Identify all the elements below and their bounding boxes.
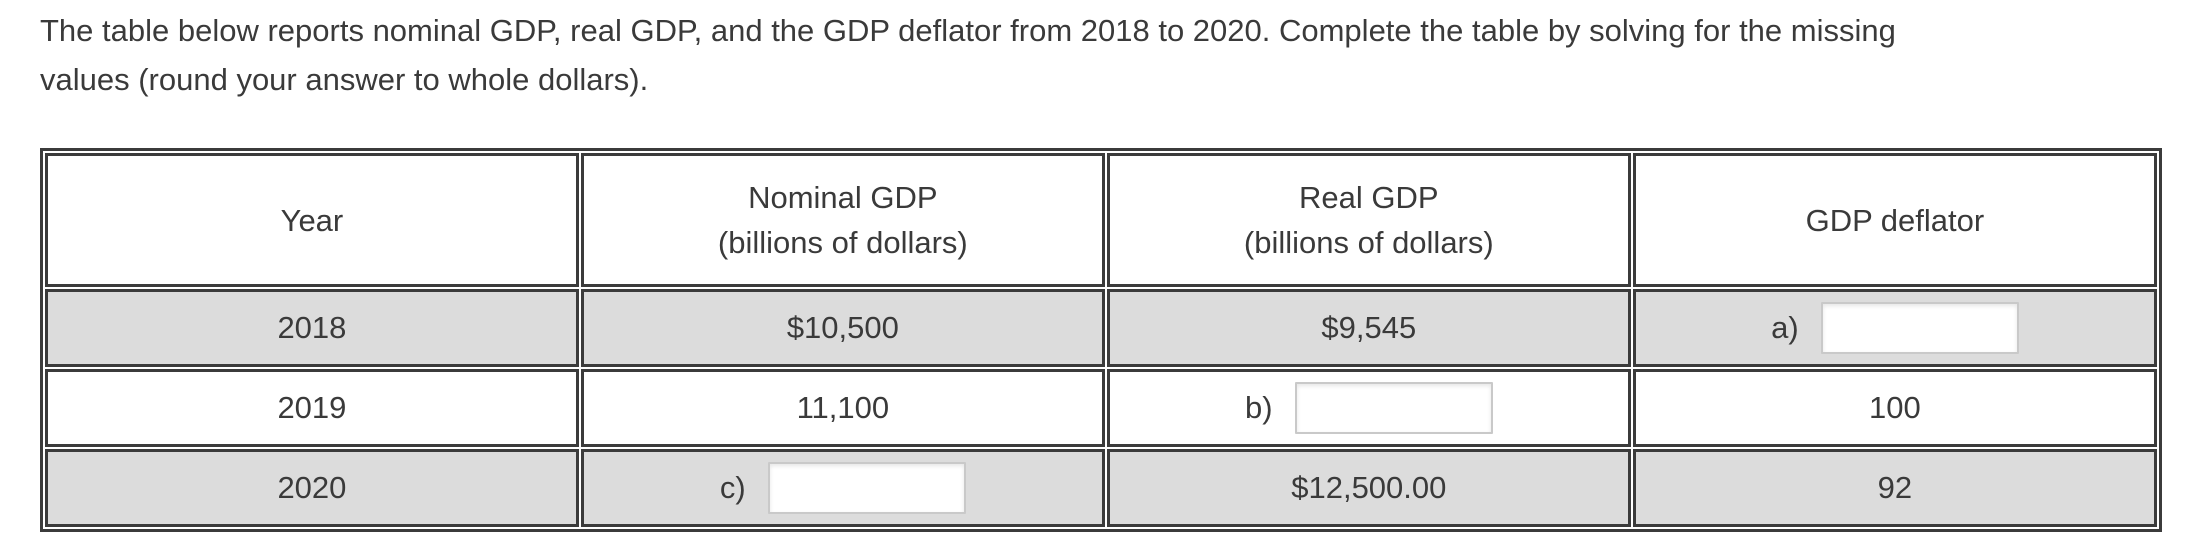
answer-label-c: c)	[719, 470, 746, 505]
column-header-gdp-deflator: GDP deflator	[1632, 153, 2157, 287]
column-header-nominal-gdp: Nominal GDP (billions of dollars)	[580, 153, 1105, 287]
column-header-nominal-gdp-subtitle: (billions of dollars)	[717, 225, 968, 260]
column-header-gdp-deflator-title: GDP deflator	[1805, 202, 1985, 238]
answer-input-b[interactable]	[1294, 382, 1493, 434]
gdp-deflator-cell-2019: 100	[1632, 369, 2157, 447]
answer-group-a: a)	[1636, 302, 2154, 354]
table-header-row: Year Nominal GDP (billions of dollars) R…	[45, 153, 2157, 287]
gdp-table: Year Nominal GDP (billions of dollars) R…	[40, 148, 2162, 532]
column-header-nominal-gdp-title: Nominal GDP	[748, 180, 938, 215]
column-header-real-gdp-subtitle: (billions of dollars)	[1243, 225, 1494, 260]
answer-input-a[interactable]	[1820, 302, 2019, 354]
instructions-line-1: The table below reports nominal GDP, rea…	[40, 13, 1896, 48]
gdp-deflator-cell-2018: a)	[1632, 289, 2157, 367]
table-row-2020: 2020 c) $12,500.00 92	[45, 449, 2157, 527]
real-gdp-cell-2018: $9,545	[1106, 289, 1631, 367]
answer-group-c: c)	[584, 462, 1102, 514]
column-header-year-title: Year	[280, 202, 344, 238]
nominal-gdp-cell-2018: $10,500	[580, 289, 1105, 367]
year-cell-2018: 2018	[45, 289, 579, 367]
real-gdp-cell-2019: b)	[1106, 369, 1631, 447]
nominal-gdp-cell-2019: 11,100	[580, 369, 1105, 447]
real-gdp-cell-2020: $12,500.00	[1106, 449, 1631, 527]
answer-input-c[interactable]	[767, 462, 966, 514]
gdp-deflator-cell-2020: 92	[1632, 449, 2157, 527]
year-cell-2019: 2019	[45, 369, 579, 447]
table-row-2019: 2019 11,100 b) 100	[45, 369, 2157, 447]
column-header-year: Year	[45, 153, 579, 287]
instructions-line-2: values (round your answer to whole dolla…	[40, 62, 649, 97]
year-cell-2020: 2020	[45, 449, 579, 527]
answer-label-a: a)	[1771, 310, 1799, 345]
column-header-real-gdp: Real GDP (billions of dollars)	[1106, 153, 1631, 287]
answer-group-b: b)	[1110, 382, 1628, 434]
nominal-gdp-cell-2020: c)	[580, 449, 1105, 527]
answer-label-b: b)	[1245, 390, 1273, 425]
table-row-2018: 2018 $10,500 $9,545 a)	[45, 289, 2157, 367]
column-header-real-gdp-title: Real GDP	[1299, 180, 1439, 215]
question-instructions: The table below reports nominal GDP, rea…	[40, 6, 2160, 104]
